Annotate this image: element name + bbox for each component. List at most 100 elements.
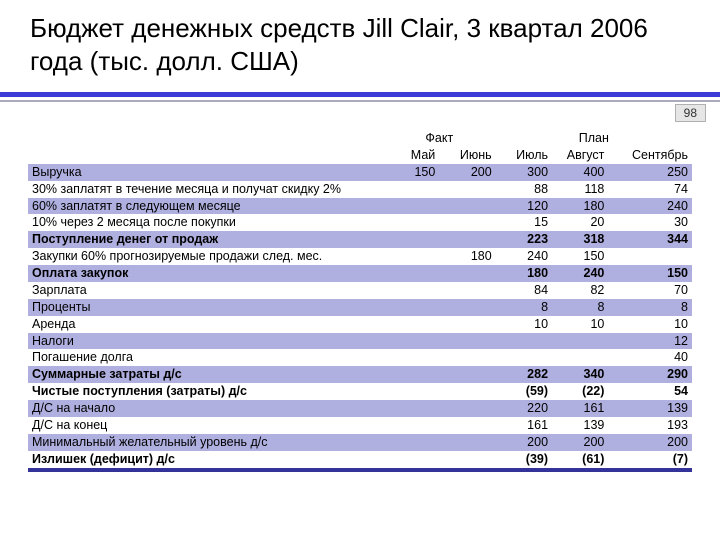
cell-value bbox=[383, 248, 439, 265]
cell-value bbox=[383, 366, 439, 383]
cell-value: 340 bbox=[552, 366, 608, 383]
cell-value: 12 bbox=[608, 333, 692, 350]
cell-value: 8 bbox=[496, 299, 552, 316]
table-row: Д/С на начало220161139 bbox=[28, 400, 692, 417]
cell-value: 180 bbox=[552, 198, 608, 215]
table-row: 10% через 2 месяца после покупки 152030 bbox=[28, 214, 692, 231]
cell-value bbox=[439, 400, 495, 417]
cell-value: 200 bbox=[496, 434, 552, 451]
table-body: Выручка15020030040025030% заплатят в теч… bbox=[28, 164, 692, 468]
row-label: Зарплата bbox=[28, 282, 383, 299]
cell-value: 150 bbox=[608, 265, 692, 282]
row-label: Д/С на конец bbox=[28, 417, 383, 434]
table-row: Чистые поступления (затраты) д/с(59)(22)… bbox=[28, 383, 692, 400]
row-label: Налоги bbox=[28, 333, 383, 350]
cell-value bbox=[439, 417, 495, 434]
table-row: Закупки 60% прогнозируемые продажи след.… bbox=[28, 248, 692, 265]
col-header: Май bbox=[383, 147, 439, 164]
cell-value: 193 bbox=[608, 417, 692, 434]
col-header: Сентябрь bbox=[608, 147, 692, 164]
cell-value bbox=[552, 333, 608, 350]
row-label: Чистые поступления (затраты) д/с bbox=[28, 383, 383, 400]
cell-value bbox=[383, 451, 439, 468]
table-row: Поступление денег от продаж223318344 bbox=[28, 231, 692, 248]
cell-value: 8 bbox=[608, 299, 692, 316]
table-row: Оплата закупок 180240150 bbox=[28, 265, 692, 282]
cell-value: 318 bbox=[552, 231, 608, 248]
cell-value: 10 bbox=[496, 316, 552, 333]
cell-value: 250 bbox=[608, 164, 692, 181]
cell-value bbox=[439, 214, 495, 231]
row-label: 60% заплатят в следующем месяце bbox=[28, 198, 383, 215]
cell-value: 240 bbox=[552, 265, 608, 282]
cell-value bbox=[439, 198, 495, 215]
cell-value: 15 bbox=[496, 214, 552, 231]
cell-value: (61) bbox=[552, 451, 608, 468]
cell-value bbox=[383, 383, 439, 400]
cell-value: 88 bbox=[496, 181, 552, 198]
row-label: Поступление денег от продаж bbox=[28, 231, 383, 248]
cell-value bbox=[439, 265, 495, 282]
cell-value bbox=[439, 181, 495, 198]
cell-value: 150 bbox=[383, 164, 439, 181]
budget-table-container: Факт План Май Июнь Июль Август Сентябрь … bbox=[28, 130, 692, 472]
cell-value bbox=[439, 299, 495, 316]
cell-value: 200 bbox=[552, 434, 608, 451]
cell-value bbox=[383, 316, 439, 333]
cell-value: 139 bbox=[608, 400, 692, 417]
cell-value: 282 bbox=[496, 366, 552, 383]
cell-value bbox=[383, 214, 439, 231]
row-label: Минимальный желательный уровень д/с bbox=[28, 434, 383, 451]
table-row: Налоги 12 bbox=[28, 333, 692, 350]
row-label: Излишек (дефицит) д/с bbox=[28, 451, 383, 468]
group-header-plan: План bbox=[496, 130, 692, 147]
cell-value bbox=[383, 400, 439, 417]
cell-value bbox=[383, 349, 439, 366]
cell-value: 20 bbox=[552, 214, 608, 231]
table-row: 60% заплатят в следующем месяце120180240 bbox=[28, 198, 692, 215]
cell-value: 74 bbox=[608, 181, 692, 198]
cell-value bbox=[383, 299, 439, 316]
cell-value bbox=[439, 282, 495, 299]
cell-value: 30 bbox=[608, 214, 692, 231]
cell-value: 180 bbox=[496, 265, 552, 282]
cell-value bbox=[439, 383, 495, 400]
cell-value: 180 bbox=[439, 248, 495, 265]
budget-table: Факт План Май Июнь Июль Август Сентябрь … bbox=[28, 130, 692, 468]
table-row: Д/С на конец161139193 bbox=[28, 417, 692, 434]
table-row: Минимальный желательный уровень д/с 20020… bbox=[28, 434, 692, 451]
cell-value: 82 bbox=[552, 282, 608, 299]
cell-value bbox=[608, 248, 692, 265]
cell-value: 150 bbox=[552, 248, 608, 265]
cell-value: 10 bbox=[608, 316, 692, 333]
table-row: Проценты888 bbox=[28, 299, 692, 316]
cell-value: 200 bbox=[439, 164, 495, 181]
row-label: Оплата закупок bbox=[28, 265, 383, 282]
row-label: 30% заплатят в течение месяца и получат … bbox=[28, 181, 383, 198]
table-row: Суммарные затраты д/с282340290 bbox=[28, 366, 692, 383]
row-label: Аренда bbox=[28, 316, 383, 333]
cell-value: 240 bbox=[496, 248, 552, 265]
cell-value bbox=[496, 333, 552, 350]
row-label: Погашение долга bbox=[28, 349, 383, 366]
cell-value: 84 bbox=[496, 282, 552, 299]
row-label: Д/С на начало bbox=[28, 400, 383, 417]
cell-value: (7) bbox=[608, 451, 692, 468]
cell-value bbox=[383, 417, 439, 434]
row-label: 10% через 2 месяца после покупки bbox=[28, 214, 383, 231]
cell-value: 40 bbox=[608, 349, 692, 366]
col-header: Август bbox=[552, 147, 608, 164]
cell-value bbox=[439, 349, 495, 366]
cell-value: 223 bbox=[496, 231, 552, 248]
table-row: 30% заплатят в течение месяца и получат … bbox=[28, 181, 692, 198]
cell-value: (39) bbox=[496, 451, 552, 468]
cell-value bbox=[439, 333, 495, 350]
table-row: Излишек (дефицит) д/с (39)(61)(7) bbox=[28, 451, 692, 468]
table-group-header: Факт План bbox=[28, 130, 692, 147]
cell-value: 10 bbox=[552, 316, 608, 333]
cell-value: 161 bbox=[552, 400, 608, 417]
cell-value bbox=[439, 434, 495, 451]
cell-value: 400 bbox=[552, 164, 608, 181]
group-header-fact: Факт bbox=[383, 130, 496, 147]
cell-value bbox=[552, 349, 608, 366]
